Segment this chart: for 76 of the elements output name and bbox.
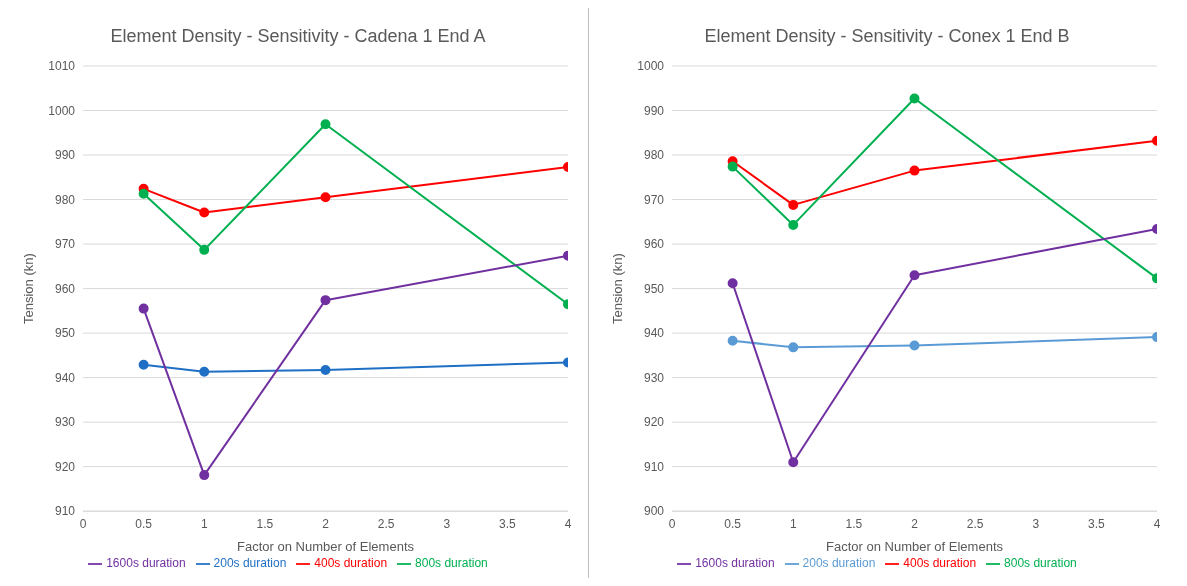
- point: [138, 303, 149, 314]
- x-tick-label: 3: [1032, 516, 1040, 531]
- y-tick-label: 910: [643, 459, 665, 474]
- legend-label: 200s duration: [213, 556, 287, 571]
- chart-title: Element Density - Sensitivity - Cadena 1 End A: [109, 25, 487, 48]
- x-tick-label: 4: [564, 516, 572, 531]
- legend-label: 1600s duration: [106, 556, 186, 571]
- point: [727, 278, 738, 289]
- x-tick-label: 0.5: [724, 516, 742, 531]
- point: [138, 359, 149, 370]
- point: [788, 457, 799, 468]
- y-tick-label: 940: [54, 370, 76, 385]
- y-axis-title: Tension (kn): [609, 253, 625, 324]
- point: [320, 295, 331, 306]
- legend-label: 800s duration: [415, 556, 488, 571]
- x-tick-label: 2.5: [966, 516, 984, 531]
- y-tick-label: 970: [54, 237, 76, 252]
- point: [199, 244, 210, 255]
- legend-label: 1600s duration: [695, 556, 775, 571]
- y-tick-label: 950: [54, 326, 76, 341]
- y-tick-label: 990: [54, 148, 76, 163]
- point: [320, 119, 331, 130]
- x-tick-label: 3.5: [499, 516, 517, 531]
- point: [199, 470, 210, 481]
- x-tick-label: 2: [911, 516, 919, 531]
- y-tick-label: 930: [643, 370, 665, 385]
- y-tick-label: 950: [643, 281, 665, 296]
- legend-label: 400s duration: [314, 556, 388, 571]
- y-tick-label: 940: [643, 326, 665, 341]
- y-tick-label: 910: [54, 504, 76, 519]
- y-tick-label: 1010: [48, 59, 76, 74]
- y-tick-label: 970: [643, 192, 665, 207]
- point: [909, 270, 920, 281]
- point: [727, 161, 738, 172]
- x-axis-title: Factor on Number of Elements: [825, 539, 1004, 555]
- chart-title: Element Density - Sensitivity - Conex 1 End B: [703, 25, 1071, 48]
- point: [788, 199, 799, 210]
- y-tick-label: 990: [643, 103, 665, 118]
- point: [788, 342, 799, 353]
- legend-label: 400s duration: [903, 556, 977, 571]
- x-tick-label: 3: [443, 516, 451, 531]
- point: [727, 335, 738, 346]
- y-tick-label: 920: [54, 459, 76, 474]
- point: [320, 365, 331, 376]
- point: [909, 93, 920, 104]
- y-tick-label: 930: [54, 415, 76, 430]
- x-tick-label: 0: [79, 516, 87, 531]
- point: [320, 192, 331, 203]
- x-tick-label: 1.5: [256, 516, 274, 531]
- x-tick-label: 2: [322, 516, 330, 531]
- y-tick-label: 980: [54, 192, 76, 207]
- y-tick-label: 1000: [637, 59, 665, 74]
- x-tick-label: 1.5: [845, 516, 863, 531]
- legend-label: 200s duration: [802, 556, 876, 571]
- y-tick-label: 1000: [48, 103, 76, 118]
- point: [138, 188, 149, 199]
- x-tick-label: 1: [789, 516, 797, 531]
- point: [199, 366, 210, 377]
- y-tick-label: 960: [54, 281, 76, 296]
- y-tick-label: 900: [643, 504, 665, 519]
- x-tick-label: 0.5: [135, 516, 153, 531]
- x-tick-label: 4: [1153, 516, 1161, 531]
- point: [199, 207, 210, 218]
- y-tick-label: 920: [643, 415, 665, 430]
- y-axis-title: Tension (kn): [20, 253, 36, 324]
- point: [909, 165, 920, 176]
- x-tick-label: 3.5: [1088, 516, 1106, 531]
- x-tick-label: 2.5: [377, 516, 395, 531]
- point: [788, 219, 799, 230]
- x-tick-label: 0: [668, 516, 676, 531]
- y-tick-label: 980: [643, 148, 665, 163]
- point: [909, 340, 920, 351]
- y-tick-label: 960: [643, 237, 665, 252]
- legend-label: 800s duration: [1004, 556, 1077, 571]
- x-axis-title: Factor on Number of Elements: [236, 539, 415, 555]
- x-tick-label: 1: [200, 516, 208, 531]
